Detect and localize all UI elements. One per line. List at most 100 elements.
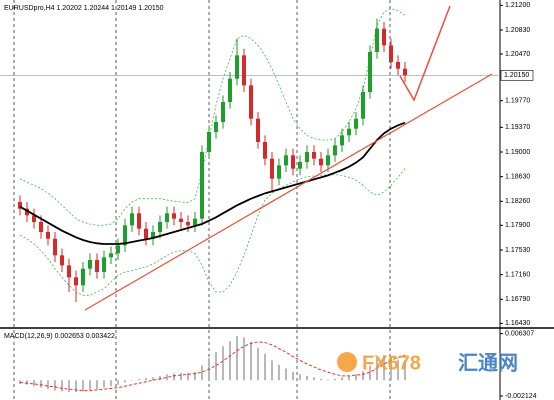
candle-body — [18, 202, 22, 209]
macd-bar — [68, 380, 70, 393]
candle-body — [326, 155, 330, 166]
macd-bar — [187, 372, 189, 381]
y-tick-label: 0.006307 — [505, 330, 534, 337]
macd-bar — [215, 352, 217, 381]
trend-line — [84, 73, 493, 311]
macd-bar — [257, 347, 259, 381]
candle-body — [235, 55, 239, 79]
candle-body — [256, 118, 260, 142]
macd-bar — [194, 372, 196, 381]
macd-bar — [278, 364, 280, 381]
candle-body — [130, 213, 134, 226]
macd-bar — [103, 380, 105, 388]
candle-body — [151, 232, 155, 239]
candle-body — [200, 152, 204, 219]
macd-bar — [159, 375, 161, 381]
macd-bar — [117, 380, 119, 385]
candle-body — [46, 232, 50, 239]
candle-body — [53, 238, 57, 256]
candle-body — [102, 257, 106, 272]
macd-bar — [166, 374, 168, 381]
y-tick-label: 1.21200 — [505, 2, 530, 9]
candle-body — [144, 228, 148, 239]
candle-body — [291, 155, 295, 169]
candle-body — [361, 92, 365, 119]
moving-average — [19, 121, 406, 245]
macd-bar — [89, 380, 91, 390]
candle-body — [74, 277, 78, 286]
candle-body — [284, 155, 288, 166]
candle-body — [354, 118, 358, 129]
candle-body — [333, 145, 337, 156]
macd-bar — [397, 359, 399, 381]
candle-body — [375, 28, 379, 52]
candle-body — [319, 158, 323, 166]
macd-bar — [313, 377, 315, 381]
candle-body — [221, 102, 225, 122]
macd-bar — [355, 374, 357, 381]
macd-bar — [383, 355, 385, 381]
candle-body — [277, 165, 281, 179]
candle-body — [25, 208, 29, 216]
candle-body — [158, 222, 162, 232]
macd-bar — [369, 365, 371, 381]
candle-body — [340, 135, 344, 146]
macd-bar — [306, 375, 308, 381]
macd-title: MACD(12,26,9) 0.002653 0.003422 — [4, 333, 115, 340]
y-tick-label: 1.17900 — [505, 222, 530, 229]
y-tick-label: 1.19770 — [505, 98, 530, 105]
candle-body — [389, 45, 393, 62]
candle-body — [116, 245, 120, 254]
candle-body — [305, 152, 309, 162]
macd-bar — [145, 378, 147, 381]
macd-bar — [348, 375, 350, 381]
watermark: FX678 汇通网 — [337, 351, 518, 374]
y-tick-label: 1.16430 — [505, 320, 530, 327]
candle-body — [228, 78, 232, 102]
candle-body — [214, 122, 218, 132]
macd-bar — [264, 353, 266, 381]
y-tick-label: 1.20830 — [505, 27, 530, 34]
candle-body — [123, 225, 127, 246]
candle-body — [263, 142, 267, 159]
macd-bar — [292, 372, 294, 381]
macd-bar — [26, 380, 28, 385]
watermark-logo — [337, 352, 357, 372]
macd-bar — [222, 346, 224, 381]
current-price-label: 1.20150 — [504, 72, 529, 79]
y-tick-label: -0.002124 — [505, 393, 537, 400]
candle-body — [396, 62, 400, 69]
macd-bar — [180, 372, 182, 381]
macd-bar — [362, 371, 364, 381]
macd-bar — [47, 380, 49, 390]
macd-bar — [229, 341, 231, 381]
macd-bar — [320, 378, 322, 381]
macd-bar — [271, 360, 273, 381]
candle-body — [88, 260, 92, 269]
candle-body — [67, 265, 71, 278]
macd-bar — [243, 337, 245, 381]
y-tick-label: 1.18630 — [505, 174, 530, 181]
macd-bar — [236, 335, 238, 381]
macd-bar — [376, 358, 378, 381]
macd-bar — [96, 380, 98, 390]
y-tick-label: 1.20470 — [505, 51, 530, 58]
candle-body — [39, 222, 43, 232]
candle-body — [172, 213, 176, 219]
macd-bar — [110, 380, 112, 387]
candle-body — [81, 268, 85, 286]
candle-body — [298, 162, 302, 169]
candle-body — [193, 218, 197, 226]
watermark-brand: FX678 — [362, 352, 421, 374]
macd-bar — [54, 380, 56, 391]
macd-bar — [341, 377, 343, 381]
macd-bar — [61, 380, 63, 392]
candle-body — [179, 218, 183, 222]
candle-body — [32, 215, 36, 222]
macd-bar — [327, 379, 329, 381]
y-tick-label: 1.19370 — [505, 124, 530, 131]
candle-body — [207, 132, 211, 152]
candle-body — [403, 68, 407, 76]
